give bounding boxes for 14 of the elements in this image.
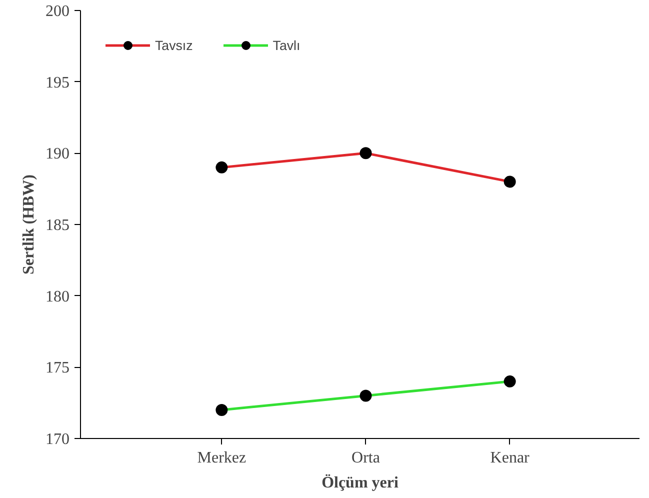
- x-tick-label: Merkez: [197, 450, 246, 466]
- y-tick-label: 180: [46, 288, 70, 306]
- y-tick-label: 190: [46, 146, 70, 163]
- x-tick-label: Orta: [352, 450, 380, 466]
- y-tick-label: 195: [46, 74, 70, 92]
- x-axis-title: Ölçüm yeri: [322, 474, 399, 492]
- x-tick-label: Kenar: [490, 450, 530, 466]
- y-tick-label: 185: [46, 217, 70, 234]
- y-tick-label: 170: [46, 431, 70, 448]
- y-tick-label: 175: [46, 360, 70, 377]
- legend-label: Tavlı: [272, 38, 300, 52]
- legend-label: Tavsız: [155, 38, 193, 52]
- y-axis-title: Sertlik (HBW): [20, 174, 38, 274]
- y-tick-label: 200: [46, 3, 70, 20]
